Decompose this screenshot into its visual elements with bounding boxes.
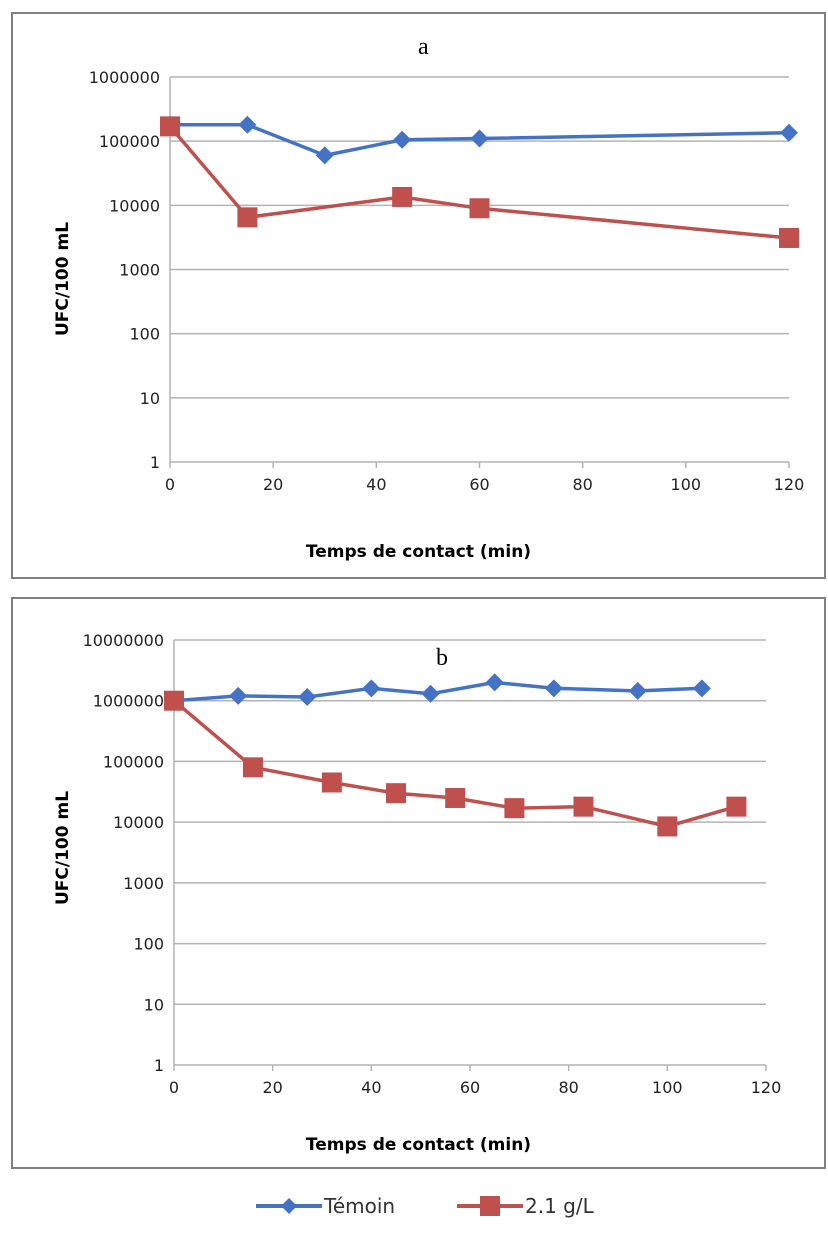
data-point-temoin <box>393 131 411 149</box>
x-axis-label-b: Temps de contact (min) <box>13 1135 824 1155</box>
y-tick-label: 10000 <box>113 813 164 832</box>
legend-item-2-1-g-l: 2.1 g/L <box>455 1186 594 1226</box>
legend-marker-temoin <box>254 1194 324 1218</box>
y-tick-label: 1000 <box>119 261 160 280</box>
y-tick-label: 100 <box>129 325 160 344</box>
x-tick-label: 80 <box>572 475 592 494</box>
chart-panel-a: 1 10 100 1000 10000 100000 1000000 0 20 40 60 80 100… <box>11 12 826 579</box>
chart-legend: Témoin 2.1 g/L <box>0 1186 828 1226</box>
data-point-dose-2-1-g-l <box>386 783 406 803</box>
y-tick-label: 10000 <box>109 196 160 215</box>
data-point-temoin <box>362 679 380 697</box>
x-tick-label: 40 <box>361 1078 381 1097</box>
y-tick-label: 10 <box>144 995 164 1014</box>
data-point-dose-2-1-g-l <box>164 691 184 711</box>
data-point-temoin <box>545 679 563 697</box>
legend-item-temoin: Témoin <box>254 1186 395 1226</box>
legend-marker-2-1-g-l <box>455 1194 525 1218</box>
data-point-dose-2-1-g-l <box>573 797 593 817</box>
y-tick-label: 1 <box>154 1056 164 1075</box>
chart-b-plot: 1 10 100 1000 10000 100000 1000000 10000000 0 20 4… <box>13 599 824 1167</box>
x-tick-label: 20 <box>263 475 283 494</box>
chart-a-plot: 1 10 100 1000 10000 100000 1000000 0 20 40 60 80 100… <box>13 14 824 577</box>
chart-panel-b: 1 10 100 1000 10000 100000 1000000 10000000 0 20 4… <box>11 597 826 1169</box>
data-point-temoin <box>780 124 798 142</box>
y-tick-label: 1000000 <box>89 68 160 87</box>
panel-label-a: a <box>418 34 429 61</box>
y-tick-label: 100000 <box>103 752 164 771</box>
data-point-temoin <box>316 146 334 164</box>
x-tick-label: 60 <box>469 475 489 494</box>
data-point-temoin <box>693 679 711 697</box>
x-tick-label: 0 <box>165 475 175 494</box>
series-line-temoin <box>174 682 702 700</box>
data-point-dose-2-1-g-l <box>243 757 263 777</box>
x-tick-label: 20 <box>262 1078 282 1097</box>
data-point-dose-2-1-g-l <box>322 772 342 792</box>
x-tick-label: 0 <box>169 1078 179 1097</box>
data-point-temoin <box>229 687 247 705</box>
data-point-temoin <box>238 116 256 134</box>
y-tick-label: 10 <box>140 389 160 408</box>
data-point-dose-2-1-g-l <box>160 116 180 136</box>
data-point-dose-2-1-g-l <box>237 207 257 227</box>
data-point-dose-2-1-g-l <box>504 798 524 818</box>
y-axis-label-b: UFC/100 mL <box>53 748 73 948</box>
x-tick-label: 60 <box>460 1078 480 1097</box>
x-axis-label-a: Temps de contact (min) <box>13 542 824 562</box>
data-point-dose-2-1-g-l <box>392 187 412 207</box>
data-point-dose-2-1-g-l <box>779 228 799 248</box>
data-point-temoin <box>471 130 489 148</box>
panel-label-b: b <box>436 645 448 672</box>
x-tick-label: 120 <box>751 1078 782 1097</box>
x-tick-label: 40 <box>366 475 386 494</box>
x-tick-label: 80 <box>558 1078 578 1097</box>
y-tick-label: 1000000 <box>93 692 164 711</box>
y-tick-label: 1 <box>150 453 160 472</box>
x-tick-label: 100 <box>671 475 702 494</box>
data-point-temoin <box>486 673 504 691</box>
x-tick-label: 100 <box>652 1078 683 1097</box>
legend-label-2-1-g-l: 2.1 g/L <box>525 1194 594 1218</box>
data-point-dose-2-1-g-l <box>470 198 490 218</box>
y-tick-label: 10000000 <box>83 631 164 650</box>
data-point-temoin <box>629 682 647 700</box>
legend-label-temoin: Témoin <box>324 1194 395 1218</box>
y-tick-label: 100 <box>133 935 164 954</box>
y-tick-label: 100000 <box>99 132 160 151</box>
data-point-dose-2-1-g-l <box>726 797 746 817</box>
x-tick-label: 120 <box>774 475 805 494</box>
data-point-temoin <box>298 688 316 706</box>
y-tick-label: 1000 <box>123 874 164 893</box>
data-point-dose-2-1-g-l <box>445 788 465 808</box>
y-axis-label-a: UFC/100 mL <box>53 179 73 379</box>
data-point-dose-2-1-g-l <box>657 816 677 836</box>
